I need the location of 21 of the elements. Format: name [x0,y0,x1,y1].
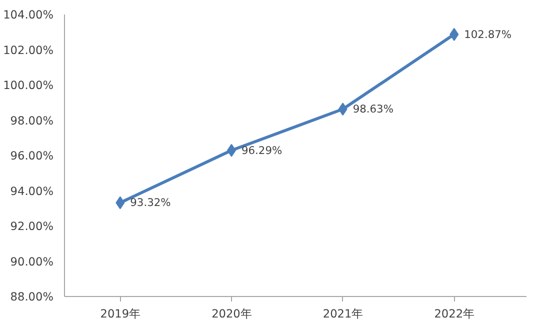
x-tick-label: 2022年 [434,306,474,320]
y-tick-label: 102.00% [3,42,54,57]
data-label: 102.87% [464,28,512,41]
x-tick-label: 2019年 [100,306,140,320]
point [338,102,348,116]
data-label: 98.63% [352,102,394,116]
point [226,144,236,157]
y-tick-label: 92.00% [10,219,54,233]
y-tick-label: 90.00% [10,254,54,268]
data-label: 93.32% [130,196,171,210]
y-tick-label: 104.00% [3,8,54,22]
y-tick-label: 96.00% [10,148,54,162]
y-tick-label: 98.00% [10,113,54,128]
x-tick-label: 2020年 [212,306,252,320]
x-tick-label: 2021年 [322,306,363,320]
data-label: 96.29% [241,144,282,157]
y-tick-label: 94.00% [10,184,54,198]
point [450,28,459,41]
y-tick-label: 88.00% [10,290,54,304]
y-tick-label: 100.00% [3,78,54,92]
point [116,196,125,210]
